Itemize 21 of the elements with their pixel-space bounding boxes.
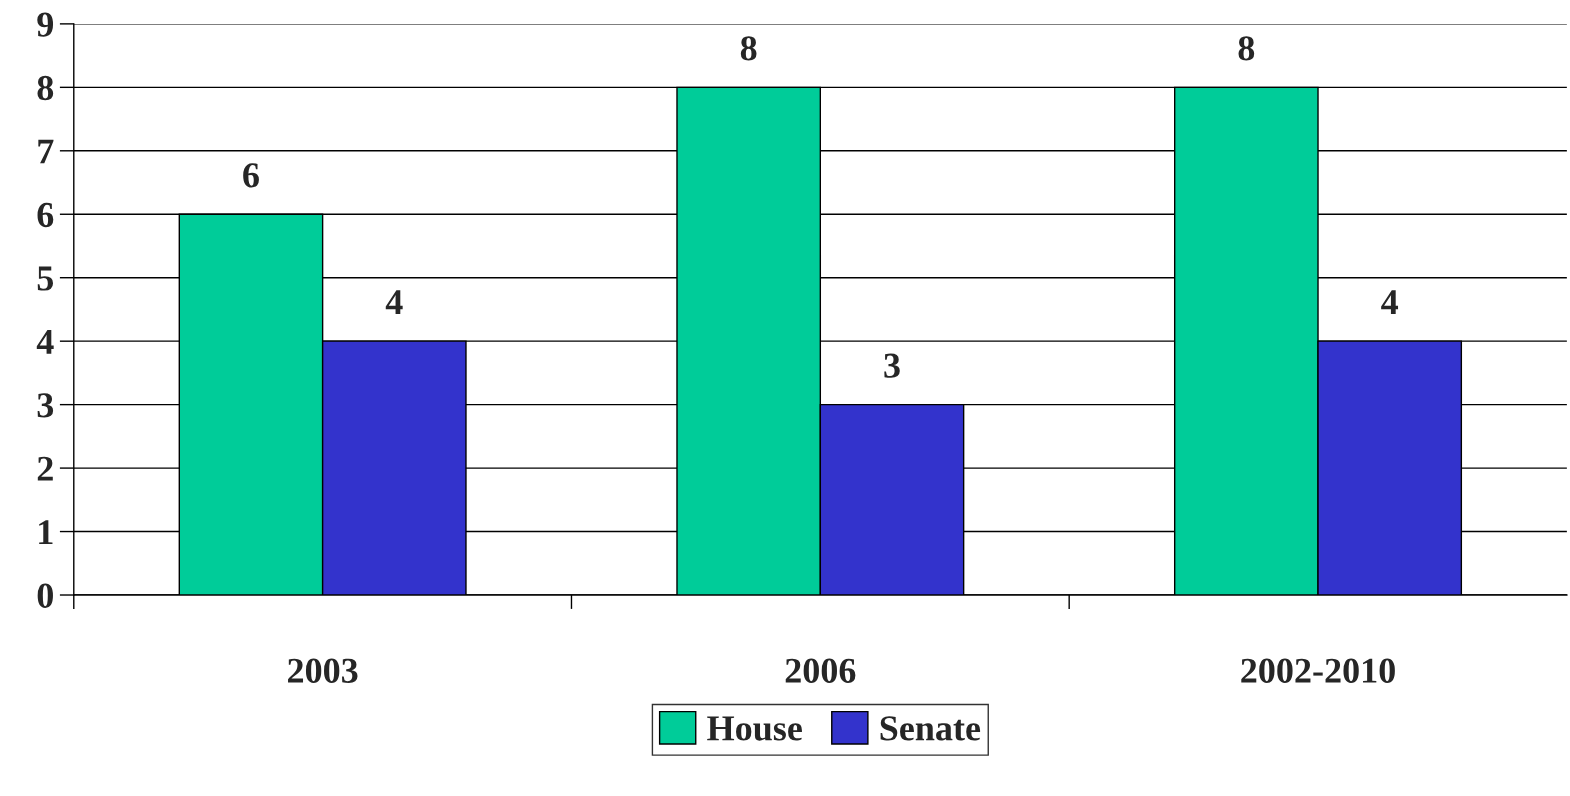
x-tick-label: 2006: [785, 658, 856, 683]
y-tick-label: 1: [39, 520, 53, 545]
data-label: 6: [243, 163, 259, 188]
data-label: 4: [385, 290, 403, 315]
data-label: 8: [740, 36, 757, 61]
data-label: 8: [1238, 36, 1255, 61]
y-tick-label: 3: [37, 393, 54, 418]
x-tick-label: 2002-2010: [1241, 658, 1395, 683]
data-label: 3: [884, 353, 900, 378]
legend-label: Senate: [880, 716, 981, 741]
y-tick-label: 5: [37, 266, 54, 291]
legend-label: House: [707, 716, 802, 741]
y-tick-label: 9: [37, 12, 54, 37]
y-tick-label: 6: [37, 202, 54, 228]
y-tick-label: 7: [38, 139, 54, 164]
y-tick-label: 0: [37, 583, 53, 608]
y-tick-label: 2: [37, 456, 53, 481]
data-label: 4: [1381, 290, 1399, 315]
x-tick-label: 2003: [288, 658, 358, 683]
y-tick-label: 4: [36, 329, 54, 354]
y-tick-label: 8: [37, 75, 54, 101]
